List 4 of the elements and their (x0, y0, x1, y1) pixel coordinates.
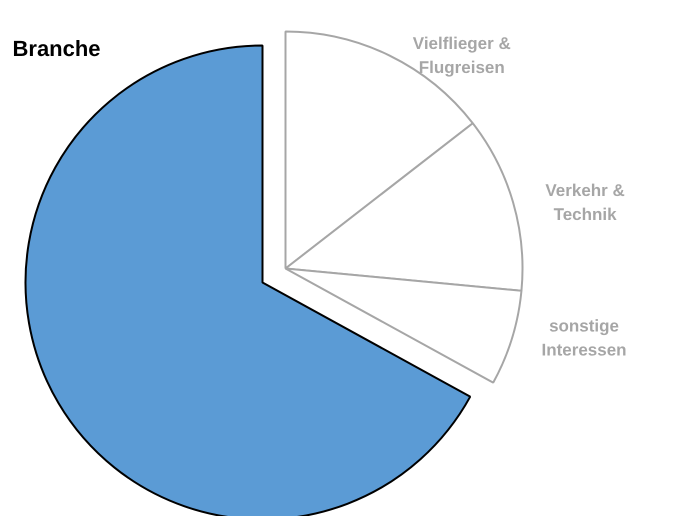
slice-label: sonstige Interessen (542, 316, 627, 360)
slice-label: Verkehr & Technik (545, 180, 625, 224)
slice-label: Branche (12, 36, 101, 61)
slice-label: Vielflieger & Flugreisen (412, 34, 511, 78)
